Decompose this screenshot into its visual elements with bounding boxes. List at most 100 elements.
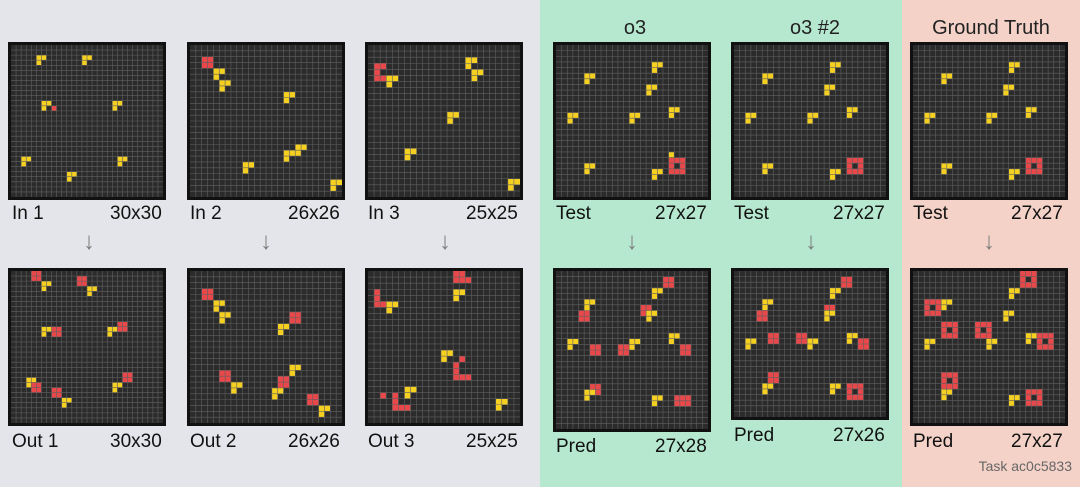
yellow-cell — [946, 73, 953, 79]
yellow-cell — [477, 69, 484, 76]
yellow-cell — [1008, 67, 1015, 74]
red-cell — [679, 400, 686, 407]
red-cell — [617, 344, 624, 350]
yellow-cell — [283, 91, 290, 98]
yellow-cell — [651, 84, 658, 91]
yellow-cell — [404, 392, 411, 399]
red-cell — [306, 393, 313, 400]
yellow-cell — [31, 377, 37, 383]
red-cell — [76, 281, 82, 287]
red-cell — [668, 163, 675, 169]
red-cell — [623, 350, 630, 356]
red-cell — [974, 327, 981, 333]
yellow-cell — [852, 332, 858, 339]
red-cell — [795, 338, 802, 344]
yellow-cell — [807, 338, 813, 344]
red-cell — [51, 105, 57, 111]
input-label-1: In 1 — [12, 203, 44, 224]
red-cell — [840, 282, 847, 288]
yellow-cell — [46, 281, 52, 287]
red-cell — [595, 383, 602, 390]
red-cell — [824, 304, 830, 311]
yellow-cell — [924, 344, 930, 350]
red-cell — [589, 344, 596, 350]
yellow-cell — [1025, 332, 1032, 339]
red-cell — [679, 344, 686, 350]
red-cell — [392, 404, 399, 411]
red-cell — [453, 362, 460, 369]
task-id: Task ac0c5833 — [978, 458, 1072, 474]
pred-size-o3-2: 27x26 — [833, 425, 885, 446]
red-cell — [952, 377, 959, 384]
yellow-cell — [824, 315, 830, 322]
yellow-cell — [236, 382, 243, 388]
yellow-cell — [107, 326, 113, 332]
yellow-cell — [584, 168, 590, 175]
yellow-cell — [589, 163, 596, 169]
test-grid-o3 — [553, 42, 711, 200]
yellow-cell — [289, 370, 296, 377]
grid-cells — [556, 45, 708, 197]
red-cell — [668, 282, 675, 288]
yellow-cell — [501, 398, 508, 405]
yellow-cell — [946, 389, 953, 395]
test-size-o3: 27x27 — [655, 203, 707, 224]
yellow-cell — [835, 168, 841, 175]
yellow-cell — [986, 344, 992, 350]
yellow-cell — [87, 291, 93, 297]
red-cell — [946, 332, 953, 339]
yellow-cell — [66, 171, 72, 177]
red-cell — [941, 327, 947, 333]
yellow-cell — [66, 176, 72, 182]
red-cell — [857, 157, 864, 164]
red-cell — [668, 157, 675, 164]
red-cell — [640, 310, 647, 317]
red-cell — [398, 404, 405, 411]
yellow-cell — [762, 78, 768, 85]
red-cell — [1025, 157, 1032, 164]
yellow-cell — [41, 331, 47, 337]
grid-cells — [913, 45, 1065, 197]
red-cell — [589, 383, 596, 390]
yellow-cell — [946, 163, 953, 169]
yellow-cell — [112, 326, 118, 332]
red-cell — [846, 163, 853, 169]
arrow-down-icon: ↓ — [439, 228, 451, 255]
red-cell — [578, 316, 585, 322]
red-cell — [924, 299, 930, 305]
red-cell — [1031, 271, 1037, 277]
yellow-cell — [572, 112, 579, 119]
red-cell — [1031, 276, 1037, 283]
red-cell — [289, 317, 296, 324]
red-cell — [685, 344, 692, 350]
input-label-3: In 3 — [368, 203, 400, 224]
yellow-cell — [651, 61, 658, 68]
pred-label-o3-2: Pred — [734, 425, 775, 446]
yellow-cell — [386, 81, 393, 88]
yellow-cell — [219, 80, 226, 86]
yellow-cell — [277, 329, 284, 336]
red-cell — [1031, 157, 1037, 164]
yellow-cell — [762, 168, 768, 175]
yellow-cell — [1025, 112, 1032, 119]
yellow-cell — [657, 61, 663, 68]
yellow-cell — [941, 304, 947, 311]
red-cell — [465, 277, 472, 284]
yellow-cell — [651, 400, 658, 407]
red-cell — [374, 69, 381, 76]
grid-cells — [368, 271, 520, 423]
yellow-cell — [61, 397, 67, 403]
yellow-cell — [507, 178, 514, 185]
yellow-cell — [829, 168, 836, 175]
yellow-cell — [107, 331, 113, 337]
red-cell — [277, 376, 284, 383]
red-cell — [846, 276, 853, 283]
input-grid-3 — [365, 42, 523, 200]
red-cell — [640, 304, 647, 311]
red-cell — [974, 321, 981, 328]
yellow-cell — [46, 326, 52, 332]
red-cell — [595, 344, 602, 350]
red-cell — [56, 387, 62, 393]
red-cell — [946, 321, 953, 328]
yellow-cell — [584, 78, 590, 85]
